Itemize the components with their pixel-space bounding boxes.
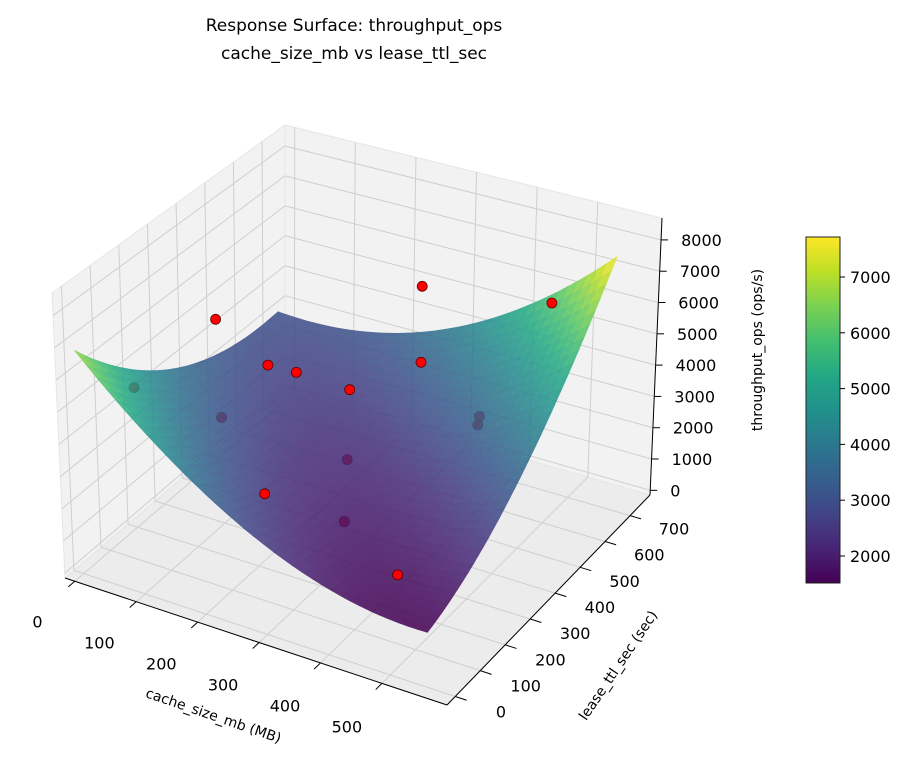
y-tick-label: 100 [510, 677, 541, 696]
z-tick-label: 5000 [677, 325, 718, 344]
data-point [210, 313, 222, 325]
grid-line-z [55, 205, 286, 381]
x-tick [252, 642, 260, 649]
z-axis-label: throughput_ops (ops/s) [750, 269, 766, 431]
colorbar-tick-label: 7000 [850, 268, 891, 287]
surface-patch [74, 349, 91, 366]
x-tick [313, 662, 321, 670]
x-tick [375, 683, 383, 690]
grid-line-z [57, 235, 286, 413]
x-axis-label: cache_size_mb (MB) [143, 686, 283, 747]
y-tick-label: 200 [535, 650, 566, 669]
y-tick-label: 600 [634, 546, 665, 565]
z-tick-label: 6000 [678, 294, 719, 313]
grid-line-y [127, 523, 506, 646]
chart-subtitle: cache_size_mb vs lease_ttl_sec [221, 44, 487, 64]
x-tick-label: 200 [146, 654, 177, 673]
grid-line-z [284, 235, 658, 335]
y-tick [455, 696, 467, 701]
grid-line-z [58, 265, 286, 445]
y-tick [554, 592, 567, 598]
grid-line-z [284, 265, 656, 366]
grid-line-y [146, 224, 156, 502]
y-tick [604, 541, 617, 546]
data-point [416, 280, 428, 292]
z-axis-line [649, 217, 663, 496]
chart-title: Response Surface: throughput_ops [206, 16, 503, 36]
grid-line-y [100, 546, 481, 672]
y-tick [629, 515, 642, 520]
grid-line-x [587, 202, 599, 478]
x-tick-label: 400 [270, 696, 301, 715]
axes: 0100200300400500010020030040050060070001… [32, 217, 722, 736]
colorbar-gradient [805, 236, 841, 584]
y-axis-line [446, 494, 651, 706]
x-tick-label: 0 [32, 612, 42, 631]
y-tick-label: 0 [496, 703, 506, 722]
colorbar-tick-label: 6000 [850, 324, 891, 343]
z-tick-label: 1000 [672, 450, 713, 469]
data-point [344, 384, 356, 396]
data-point [546, 297, 558, 309]
z-tick-label: 7000 [680, 262, 721, 281]
y-tick-label: 300 [560, 624, 591, 643]
data-point [259, 488, 271, 500]
x-tick-label: 500 [332, 717, 363, 736]
grid-line-y [89, 265, 102, 548]
grid-line-z [284, 175, 660, 272]
colorbar: 2000 3000 4000 5000 6000 7000 [805, 236, 891, 584]
z-tick-label: 4000 [676, 356, 717, 375]
x-axis-line [64, 577, 448, 706]
z-tick-label: 2000 [673, 419, 714, 438]
colorbar-tick-label: 4000 [850, 435, 891, 454]
y-tick [529, 618, 542, 624]
y-tick-label: 500 [609, 572, 640, 591]
data-point [290, 366, 302, 378]
grid-line-y [73, 569, 456, 697]
data-point [262, 359, 274, 371]
grid-line-y [60, 286, 75, 571]
z-tick-label: 0 [670, 481, 680, 500]
data-point [392, 569, 404, 581]
grid-line-z [54, 175, 286, 349]
colorbar-tick-label: 3000 [850, 491, 891, 510]
x-tick [190, 621, 198, 629]
y-tick-label: 400 [585, 598, 616, 617]
data-point [415, 356, 427, 368]
z-tick-label: 3000 [674, 387, 715, 406]
y-tick [480, 670, 492, 675]
y-tick-label: 700 [659, 520, 690, 539]
x-tick-label: 300 [208, 675, 239, 694]
y-tick [579, 566, 592, 572]
x-tick [129, 601, 137, 608]
grid-line-z [52, 145, 286, 316]
points-above-surface [210, 280, 558, 581]
grid-line-x [381, 476, 589, 684]
y-tick [505, 644, 517, 649]
grid-line-z [284, 145, 662, 241]
colorbar-tick-label: 2000 [850, 547, 891, 566]
surface-patch [417, 622, 434, 633]
z-tick-label: 8000 [681, 231, 722, 250]
colorbar-tick-label: 5000 [850, 380, 891, 399]
x-tick [67, 580, 76, 588]
x-tick-label: 100 [84, 633, 115, 652]
surface [74, 255, 618, 633]
